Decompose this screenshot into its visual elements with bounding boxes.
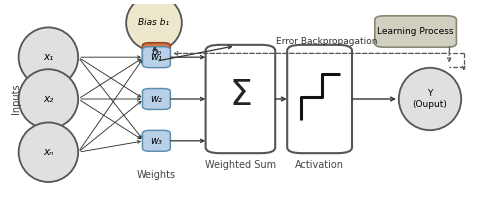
Ellipse shape [18, 27, 78, 87]
Ellipse shape [399, 68, 461, 130]
Text: Error Backpropagation: Error Backpropagation [276, 37, 378, 46]
Text: Bias b₁: Bias b₁ [138, 18, 170, 28]
Text: w₂: w₂ [150, 94, 162, 104]
FancyBboxPatch shape [142, 89, 171, 109]
FancyBboxPatch shape [375, 16, 456, 47]
Text: Learning Process: Learning Process [378, 27, 454, 36]
Text: $\Sigma$: $\Sigma$ [229, 78, 252, 112]
Text: b₀: b₀ [152, 48, 162, 57]
Ellipse shape [126, 0, 182, 51]
Text: Weighted Sum: Weighted Sum [205, 160, 276, 169]
FancyBboxPatch shape [142, 47, 171, 68]
FancyBboxPatch shape [206, 45, 275, 153]
Text: x₁: x₁ [44, 52, 54, 62]
FancyBboxPatch shape [142, 130, 171, 151]
Text: Inputs: Inputs [11, 84, 21, 114]
Ellipse shape [18, 69, 78, 129]
Text: w₃: w₃ [150, 136, 162, 146]
FancyBboxPatch shape [287, 45, 352, 153]
Text: w₁: w₁ [150, 52, 162, 62]
Text: Activation: Activation [295, 160, 344, 169]
Text: Weights: Weights [137, 170, 176, 180]
FancyBboxPatch shape [142, 43, 171, 62]
Text: xₙ: xₙ [44, 147, 54, 157]
Text: Y
(Ouput): Y (Ouput) [412, 89, 448, 109]
Ellipse shape [18, 122, 78, 182]
Text: x₂: x₂ [44, 94, 54, 104]
